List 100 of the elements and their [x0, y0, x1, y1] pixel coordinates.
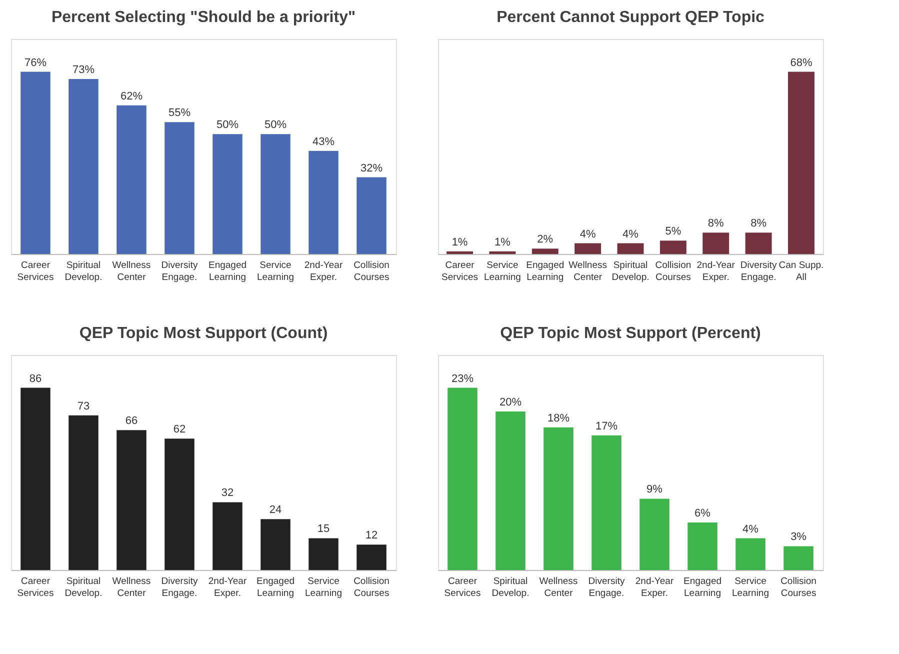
bar	[164, 122, 194, 254]
x-tick-label: Engaged Learning	[256, 576, 295, 599]
bar	[736, 538, 766, 570]
bar	[574, 243, 602, 254]
x-tick-label: Diversity Engage.	[161, 576, 198, 599]
x-tick-label: Career Services	[442, 260, 478, 283]
chart-title: QEP Topic Most Support (Count)	[79, 325, 328, 342]
bar	[20, 388, 50, 570]
bar	[116, 430, 146, 570]
data-label: 73	[77, 400, 90, 412]
bar	[68, 415, 98, 570]
x-tick-label: Career Services	[444, 576, 481, 599]
bar	[448, 388, 478, 570]
data-label: 4%	[622, 228, 639, 240]
data-label: 62	[173, 424, 186, 436]
data-label: 20%	[499, 396, 522, 409]
bar	[702, 232, 730, 254]
x-tick-label: Collision Courses	[780, 576, 816, 599]
data-label: 18%	[547, 412, 570, 424]
bar	[308, 150, 338, 254]
bar	[212, 134, 242, 254]
bar	[688, 522, 718, 570]
x-tick-label: Collision Courses	[354, 576, 390, 599]
x-tick-label: Service Learning	[484, 260, 521, 283]
data-label: 12	[365, 530, 378, 542]
x-tick-label: Can Supp. All	[778, 260, 824, 283]
chart-title: Percent Cannot Support QEP Topic	[496, 9, 765, 26]
data-label: 73%	[72, 64, 95, 76]
data-label: 3%	[790, 531, 807, 544]
x-tick-label: Wellness Center	[112, 576, 151, 599]
bar	[260, 134, 290, 254]
x-tick-label: Collision Courses	[354, 260, 390, 283]
data-label: 50%	[216, 119, 239, 132]
x-tick-label: 2nd-Year Exper.	[635, 576, 674, 599]
bar	[68, 78, 98, 254]
bar	[660, 240, 686, 254]
x-tick-label: Wellness Center	[568, 260, 608, 283]
bar	[446, 251, 473, 254]
data-label: 24	[269, 504, 282, 516]
x-tick-label: Spiritual Develop.	[492, 576, 530, 599]
x-tick-label: Spiritual Develop.	[64, 576, 102, 599]
bar	[640, 498, 670, 570]
x-tick-label: Wellness Center	[112, 260, 151, 283]
data-label: 43%	[312, 136, 335, 148]
x-tick-label: Spiritual Develop.	[64, 260, 102, 283]
x-tick-label: 2nd-Year Exper.	[304, 260, 343, 283]
bar	[784, 546, 814, 570]
bar	[532, 248, 558, 254]
data-label: 6%	[694, 507, 711, 520]
x-tick-label: Wellness Center	[539, 576, 578, 599]
bar	[356, 177, 386, 254]
x-tick-label: Spiritual Develop.	[612, 260, 650, 283]
data-label: 9%	[646, 484, 663, 496]
x-tick-label: Engaged Learning	[208, 260, 247, 283]
data-label: 1%	[452, 236, 468, 248]
bar	[308, 538, 338, 570]
data-label: 68%	[790, 56, 812, 69]
x-tick-label: Collision Courses	[655, 260, 692, 283]
data-label: 32	[221, 487, 234, 500]
bar	[788, 72, 814, 254]
bar	[745, 232, 772, 254]
bar	[489, 251, 516, 254]
bar	[116, 105, 146, 254]
bar	[356, 544, 386, 570]
data-label: 66	[125, 415, 138, 428]
x-tick-label: Diversity Engage.	[588, 576, 625, 599]
bar	[617, 243, 644, 254]
x-tick-label: Service Learning	[305, 576, 342, 599]
x-tick-label: Service Learning	[257, 260, 294, 283]
data-label: 2%	[537, 234, 554, 246]
chart-title: Percent Selecting "Should be a priority"	[51, 9, 356, 26]
data-label: 86	[29, 372, 42, 385]
data-label: 23%	[451, 372, 474, 385]
data-label: 8%	[750, 218, 767, 230]
data-label: 1%	[494, 236, 511, 248]
data-label: 62%	[120, 90, 143, 102]
bar	[496, 412, 526, 570]
data-label: 4%	[580, 228, 596, 240]
bar	[544, 427, 574, 570]
x-tick-label: 2nd-Year Exper.	[208, 576, 247, 599]
x-tick-label: Diversity Engage.	[740, 260, 778, 283]
bar	[164, 438, 194, 570]
x-tick-label: Service Learning	[732, 576, 770, 599]
data-label: 17%	[595, 420, 618, 432]
x-tick-label: Engaged Learning	[526, 260, 564, 283]
x-tick-label: Diversity Engage.	[161, 260, 198, 283]
data-label: 50%	[264, 119, 287, 132]
bar	[592, 435, 622, 570]
x-tick-label: Career Services	[17, 260, 54, 283]
chart-title: QEP Topic Most Support (Percent)	[500, 325, 761, 342]
bar	[20, 72, 50, 254]
x-tick-label: Career Services	[17, 576, 54, 599]
data-label: 5%	[665, 226, 682, 238]
x-tick-label: Engaged Learning	[683, 576, 722, 599]
data-label: 55%	[168, 107, 191, 120]
bar	[212, 502, 242, 570]
data-label: 15	[317, 523, 330, 536]
data-label: 8%	[708, 218, 724, 230]
bar	[260, 519, 290, 570]
x-tick-label: 2nd-Year Exper.	[696, 260, 735, 283]
